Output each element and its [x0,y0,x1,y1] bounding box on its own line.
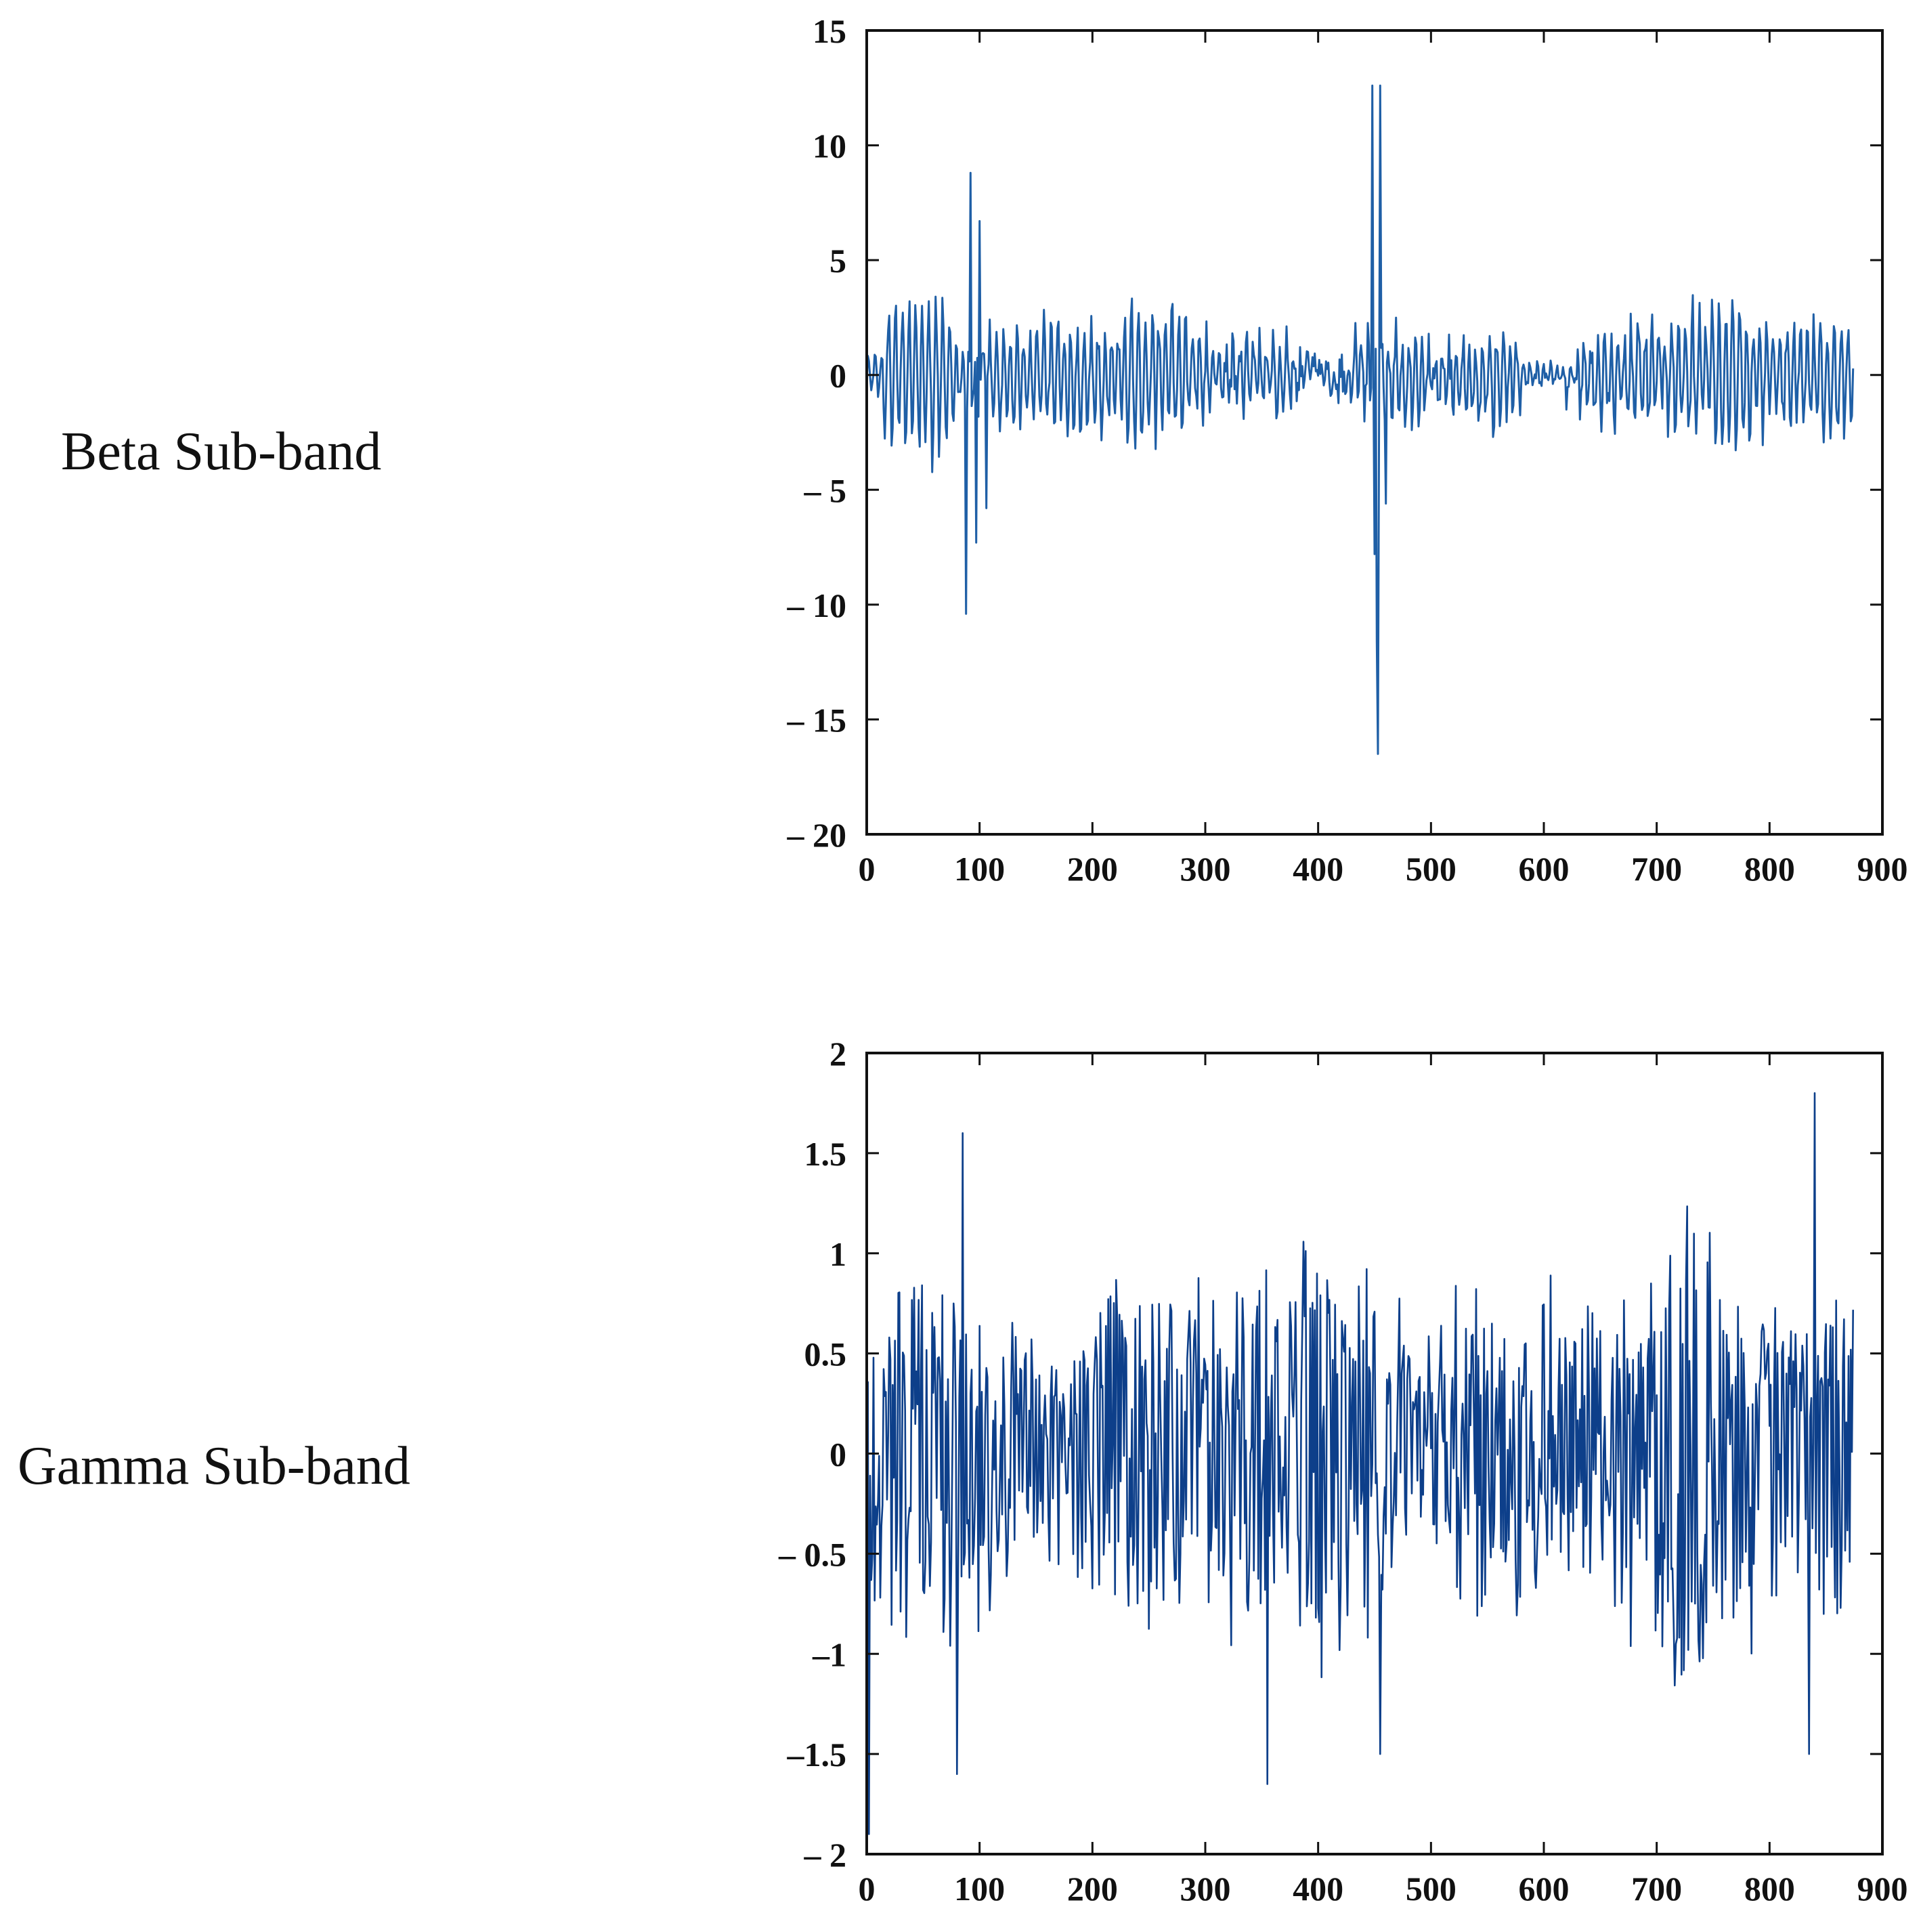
y-tick-label: 5 [829,242,846,280]
x-tick-label: 600 [1519,850,1570,888]
x-tick-label: 500 [1406,1870,1456,1908]
x-tick-label: 800 [1744,1870,1795,1908]
x-tick-label: 100 [954,1870,1005,1908]
gamma-subband-label: Gamma Sub-band [18,1436,410,1496]
beta-chart: 0 100 200 300 400 500 600 700 800 900 15 10 5 0 – 5 – 1… [787,12,1908,888]
x-tick-label: 700 [1631,1870,1682,1908]
x-tick-label: 200 [1067,1870,1118,1908]
y-tick-label: 15 [813,12,846,50]
y-tick-label: – 10 [787,586,847,624]
series-line [865,1092,1854,1835]
gamma-chart: 0 100 200 300 400 500 600 700 800 900 2 1.5 1 0.5 0 – 0… [778,1035,1908,1908]
y-tick-label: – 2 [804,1836,847,1874]
x-tick-label: 300 [1180,850,1231,888]
y-tick-label: 10 [813,127,846,165]
x-tick-label: 900 [1857,850,1908,888]
x-tick-label: 100 [954,850,1005,888]
y-tick-label: 0.5 [804,1335,847,1373]
x-tick-label: 800 [1744,850,1795,888]
series-line [865,84,1855,755]
x-tick-label: 600 [1519,1870,1570,1908]
y-tick-label: 1 [829,1235,846,1273]
x-tick-label: 700 [1631,850,1682,888]
y-tick-label: 2 [829,1035,846,1073]
x-tick-label: 0 [859,1870,876,1908]
y-tick-label: 1.5 [804,1135,847,1173]
x-tick-label: 400 [1293,1870,1343,1908]
y-tick-label: –1 [812,1635,846,1673]
x-tick-label: 200 [1067,850,1118,888]
y-tick-label: – 15 [787,701,847,739]
y-tick-label: 0 [829,1436,846,1474]
x-tick-label: 400 [1293,850,1343,888]
x-tick-label: 0 [859,850,876,888]
x-tick-label: 500 [1406,850,1456,888]
x-tick-label: 900 [1857,1870,1908,1908]
y-tick-label: 0 [829,357,846,395]
beta-subband-label: Beta Sub-band [61,422,382,481]
x-tick-label: 300 [1180,1870,1231,1908]
y-tick-label: – 5 [804,471,847,509]
y-tick-label: – 0.5 [778,1535,846,1573]
y-tick-label: – 20 [787,816,847,854]
y-tick-label: –1.5 [787,1736,847,1774]
plot-frame [865,29,1884,836]
